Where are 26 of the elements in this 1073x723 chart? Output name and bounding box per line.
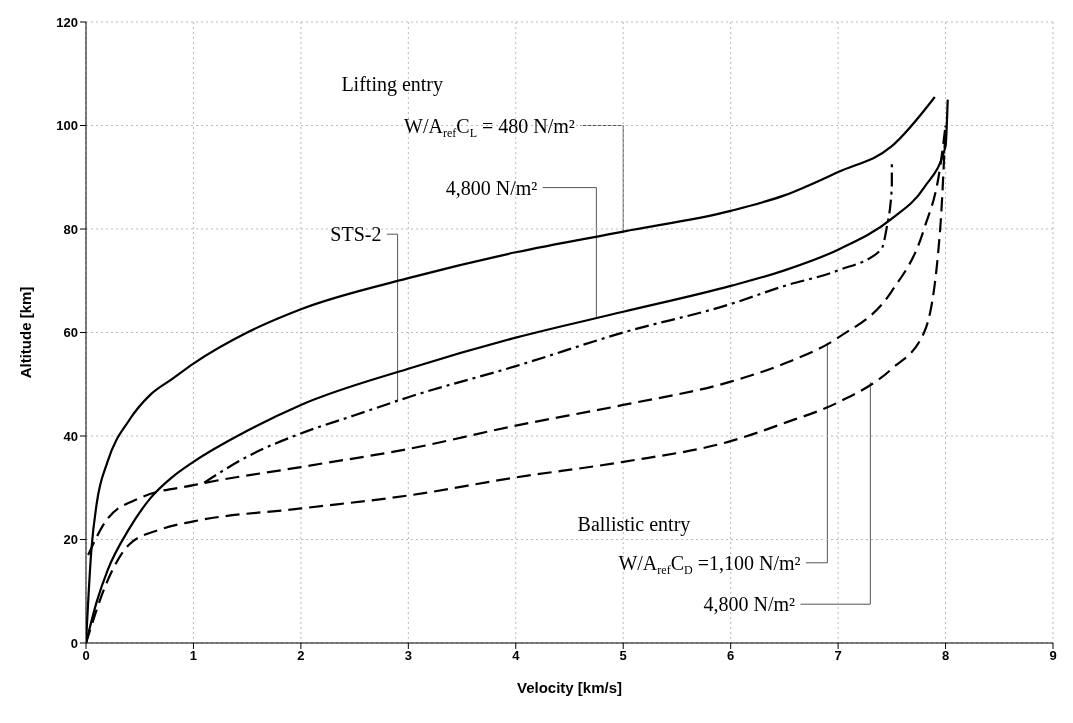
y-tick-label: 20 xyxy=(63,532,78,548)
x-tick-label: 8 xyxy=(941,648,950,664)
y-tick-label: 0 xyxy=(70,635,78,651)
y-tick-label: 80 xyxy=(63,221,78,237)
annotation: STS-2 xyxy=(330,223,382,246)
annotation: 4,800 N/m² xyxy=(703,593,796,616)
annotation: W/A$_{ref}$C$_{L}$ = 480 N/m² xyxy=(404,114,575,140)
x-tick-label: 9 xyxy=(1049,648,1057,664)
x-tick-label: 1 xyxy=(189,648,198,664)
annotation: 4,800 N/m² xyxy=(445,176,538,199)
y-tick-label: 100 xyxy=(56,118,78,134)
y-tick-label: 120 xyxy=(56,14,78,30)
x-axis-title: Velocity [km/s] xyxy=(516,679,623,696)
annotation: Ballistic entry xyxy=(577,512,691,536)
x-tick-label: 4 xyxy=(512,648,521,664)
y-tick-label: 40 xyxy=(63,428,78,444)
y-axis-title: Altitude [km] xyxy=(17,286,35,379)
x-tick-label: 5 xyxy=(619,648,627,664)
x-tick-label: 3 xyxy=(404,648,412,664)
annotation: W/A$_{ref}$C$_{D}$ =1,100 N/m² xyxy=(618,551,801,577)
y-tick-label: 60 xyxy=(63,325,78,341)
annotation: Lifting entry xyxy=(341,73,444,97)
x-tick-label: 7 xyxy=(834,648,842,664)
x-tick-label: 0 xyxy=(82,648,90,664)
x-tick-label: 6 xyxy=(727,648,735,664)
x-tick-label: 2 xyxy=(297,648,305,664)
